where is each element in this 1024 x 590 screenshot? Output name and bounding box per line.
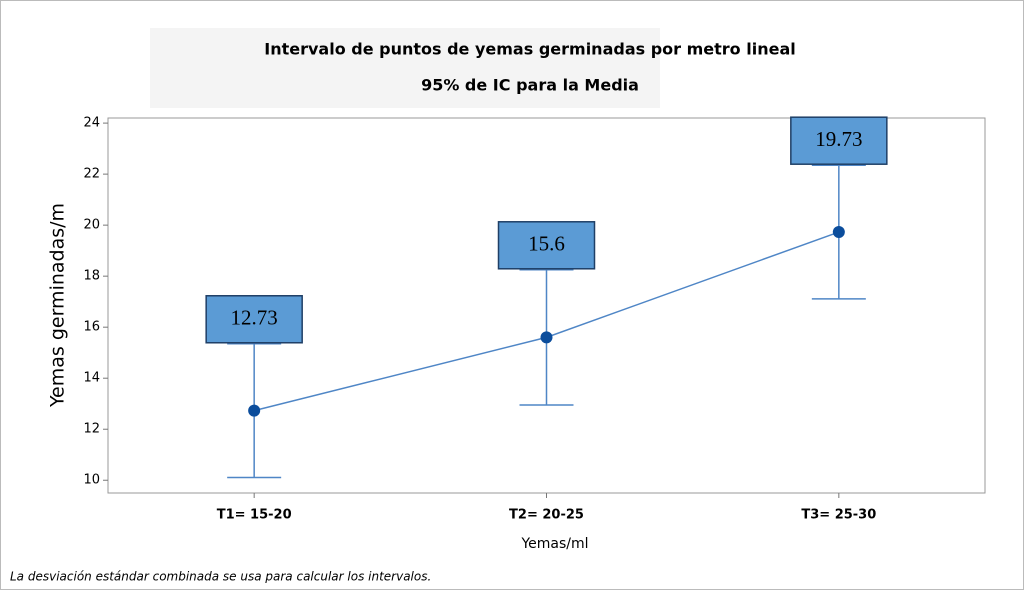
x-axis-label: Yemas/ml xyxy=(520,536,588,552)
data-label: 12.73 xyxy=(231,306,278,330)
footnote: La desviación estándar combinada se usa … xyxy=(10,570,431,584)
mean-point xyxy=(540,331,553,344)
x-tick-label: T2= 20-25 xyxy=(509,508,584,523)
y-tick-label: 18 xyxy=(83,269,100,284)
mean-point xyxy=(248,404,261,417)
x-tick-label: T3= 25-30 xyxy=(801,508,876,523)
y-tick-label: 16 xyxy=(83,320,100,335)
title-area xyxy=(150,28,660,108)
label-box xyxy=(205,295,303,344)
y-tick-label: 12 xyxy=(83,422,100,437)
y-tick-label: 20 xyxy=(83,218,100,233)
y-tick-label: 24 xyxy=(83,116,100,131)
data-label: 19.73 xyxy=(815,127,862,151)
mean-point xyxy=(832,226,845,239)
label-box xyxy=(790,116,888,165)
chart-title: Intervalo de puntos de yemas germinadas … xyxy=(264,40,795,59)
chart-subtitle: 95% de IC para la Media xyxy=(421,76,639,95)
y-tick-label: 14 xyxy=(83,371,100,386)
label-box xyxy=(497,221,596,270)
x-tick-label: T1= 15-20 xyxy=(217,508,292,523)
data-label: 15.6 xyxy=(528,232,565,256)
y-tick-label: 22 xyxy=(83,167,100,182)
y-tick-label: 10 xyxy=(83,473,100,488)
y-axis-label: Yemas germinadas/m xyxy=(47,203,69,408)
